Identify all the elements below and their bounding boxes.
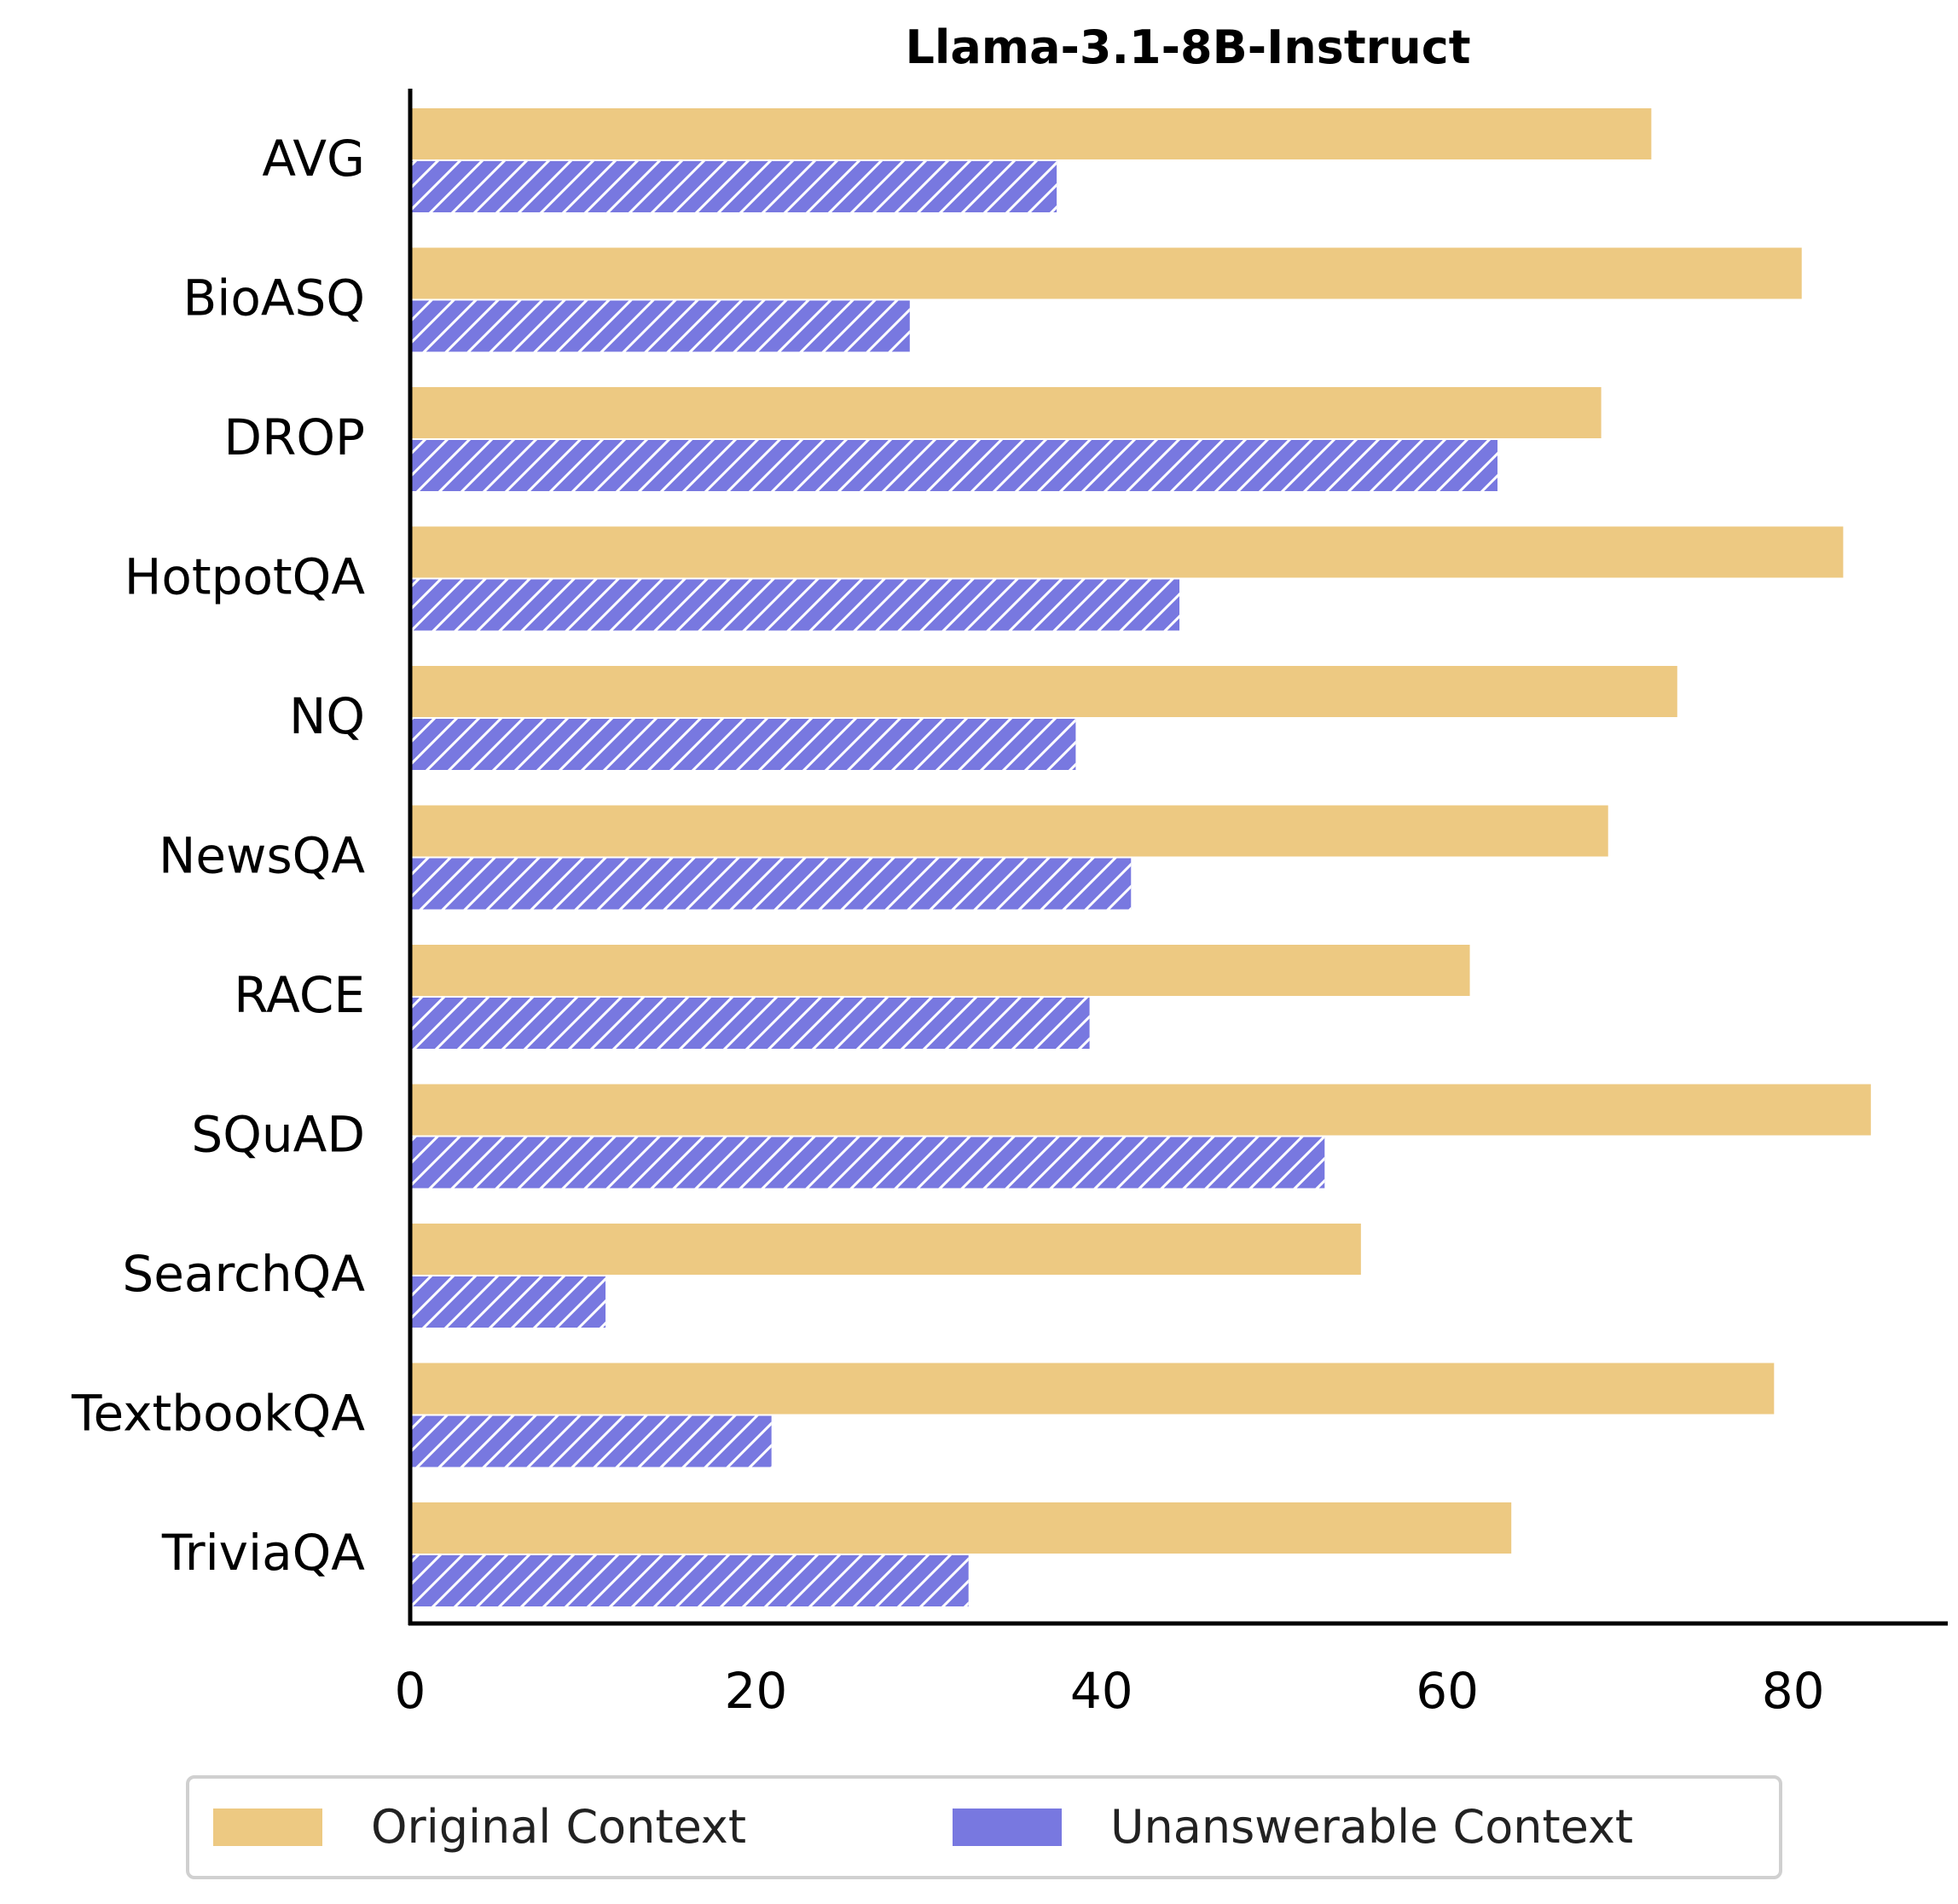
bar-hatch-unanswerable-context-bioasq [410,300,910,352]
x-tick-label-80: 80 [1762,1662,1825,1720]
category-label-newsqa: NewsQA [159,827,365,885]
bar-hatch-unanswerable-context-race [410,998,1090,1049]
bar-hatch-unanswerable-context-triviaqa [410,1555,969,1606]
bar-original-context-nq [410,666,1677,717]
legend: Original Context Unanswerable Context [186,1775,1782,1879]
legend-swatch-original-context [213,1809,322,1846]
x-tick-label-20: 20 [724,1662,787,1720]
bar-hatch-unanswerable-context-searchqa [410,1276,606,1328]
category-label-bioasq: BioASQ [182,269,365,327]
bar-original-context-textbookqa [410,1363,1775,1415]
legend-label-original-context: Original Context [371,1800,746,1854]
bar-hatch-unanswerable-context-drop [410,440,1497,491]
category-label-nq: NQ [289,687,365,745]
category-label-avg: AVG [262,130,365,188]
bar-hatch-unanswerable-context-squad [410,1137,1325,1189]
category-label-squad: SQuAD [191,1106,365,1164]
category-label-hotpotqa: HotpotQA [125,548,366,606]
bar-hatch-unanswerable-context-avg [410,161,1057,212]
bar-original-context-triviaqa [410,1502,1512,1554]
category-label-searchqa: SearchQA [122,1245,365,1303]
bar-original-context-drop [410,387,1602,438]
bars-layer [410,108,1871,1606]
x-tick-label-0: 0 [395,1662,426,1720]
category-labels: AVG BioASQ DROP HotpotQA NQ NewsQA RACE SQuAD Se… [71,130,365,1582]
bar-original-context-hotpotqa [410,526,1844,578]
x-tick-label-40: 40 [1070,1662,1133,1720]
x-axis-ticks: 0 20 40 60 80 [395,1662,1825,1720]
bar-original-context-race [410,945,1470,996]
bar-hatch-unanswerable-context-textbookqa [410,1415,772,1467]
category-label-race: RACE [234,966,365,1024]
x-tick-label-60: 60 [1416,1662,1479,1720]
bar-original-context-avg [410,108,1652,159]
bar-original-context-searchqa [410,1224,1361,1275]
bar-original-context-bioasq [410,247,1802,299]
bar-hatch-unanswerable-context-nq [410,719,1076,770]
bar-original-context-newsqa [410,805,1608,857]
category-label-triviaqa: TriviaQA [161,1524,365,1582]
legend-label-unanswerable-context: Unanswerable Context [1110,1800,1633,1854]
category-label-textbookqa: TextbookQA [71,1385,365,1443]
bar-hatch-unanswerable-context-hotpotqa [410,579,1180,631]
legend-swatch-unanswerable-context [953,1809,1062,1846]
chart-title: Llama-3.1-8B-Instruct [905,20,1470,74]
bar-original-context-squad [410,1084,1871,1136]
bar-hatch-unanswerable-context-newsqa [410,858,1132,910]
category-label-drop: DROP [223,408,365,466]
